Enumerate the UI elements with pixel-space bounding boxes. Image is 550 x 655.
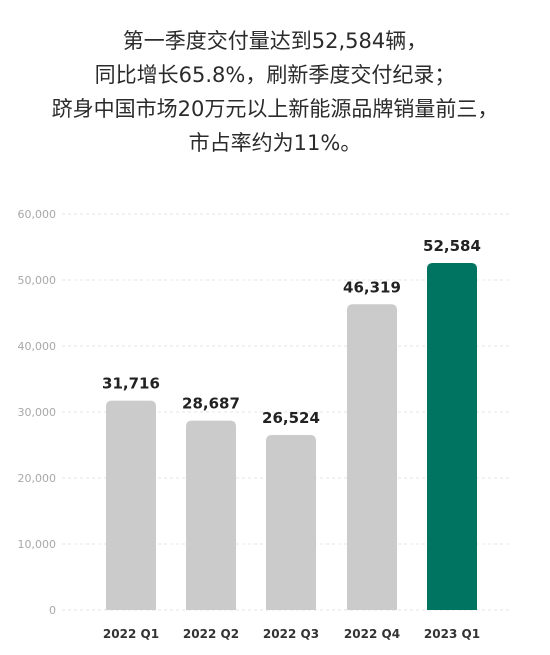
- bar: [347, 304, 397, 610]
- bar-value-label: 31,716: [102, 375, 160, 393]
- x-category-label: 2022 Q2: [183, 627, 239, 641]
- y-tick-label: 50,000: [18, 274, 57, 287]
- bar: [106, 400, 156, 610]
- headline-line: 第一季度交付量达到52,584辆，: [122, 29, 428, 53]
- headline: 第一季度交付量达到52,584辆， 同比增长65.8%，刷新季度交付纪录； 跻身…: [0, 24, 550, 160]
- y-tick-label: 30,000: [18, 406, 57, 419]
- y-tick-label: 0: [49, 604, 56, 617]
- x-category-label: 2022 Q4: [344, 627, 400, 641]
- headline-line: 同比增长65.8%，刷新季度交付纪录；: [94, 63, 456, 87]
- y-tick-label: 40,000: [18, 340, 57, 353]
- bar-value-label: 26,524: [262, 409, 320, 427]
- bar-value-label: 46,319: [343, 278, 401, 296]
- x-category-label: 2023 Q1: [424, 627, 480, 641]
- bar: [266, 434, 316, 610]
- y-tick-label: 10,000: [18, 538, 57, 551]
- bar-value-label: 28,687: [182, 395, 240, 413]
- headline-line: 跻身中国市场20万元以上新能源品牌销量前三，: [51, 97, 499, 121]
- bar-value-label: 52,584: [423, 237, 481, 255]
- x-category-label: 2022 Q1: [103, 627, 159, 641]
- bar: [186, 420, 236, 610]
- bar: [427, 262, 477, 610]
- x-category-label: 2022 Q3: [263, 627, 319, 641]
- y-tick-label: 20,000: [18, 472, 57, 485]
- headline-line: 市占率约为11%。: [188, 131, 362, 155]
- y-tick-label: 60,000: [18, 208, 57, 221]
